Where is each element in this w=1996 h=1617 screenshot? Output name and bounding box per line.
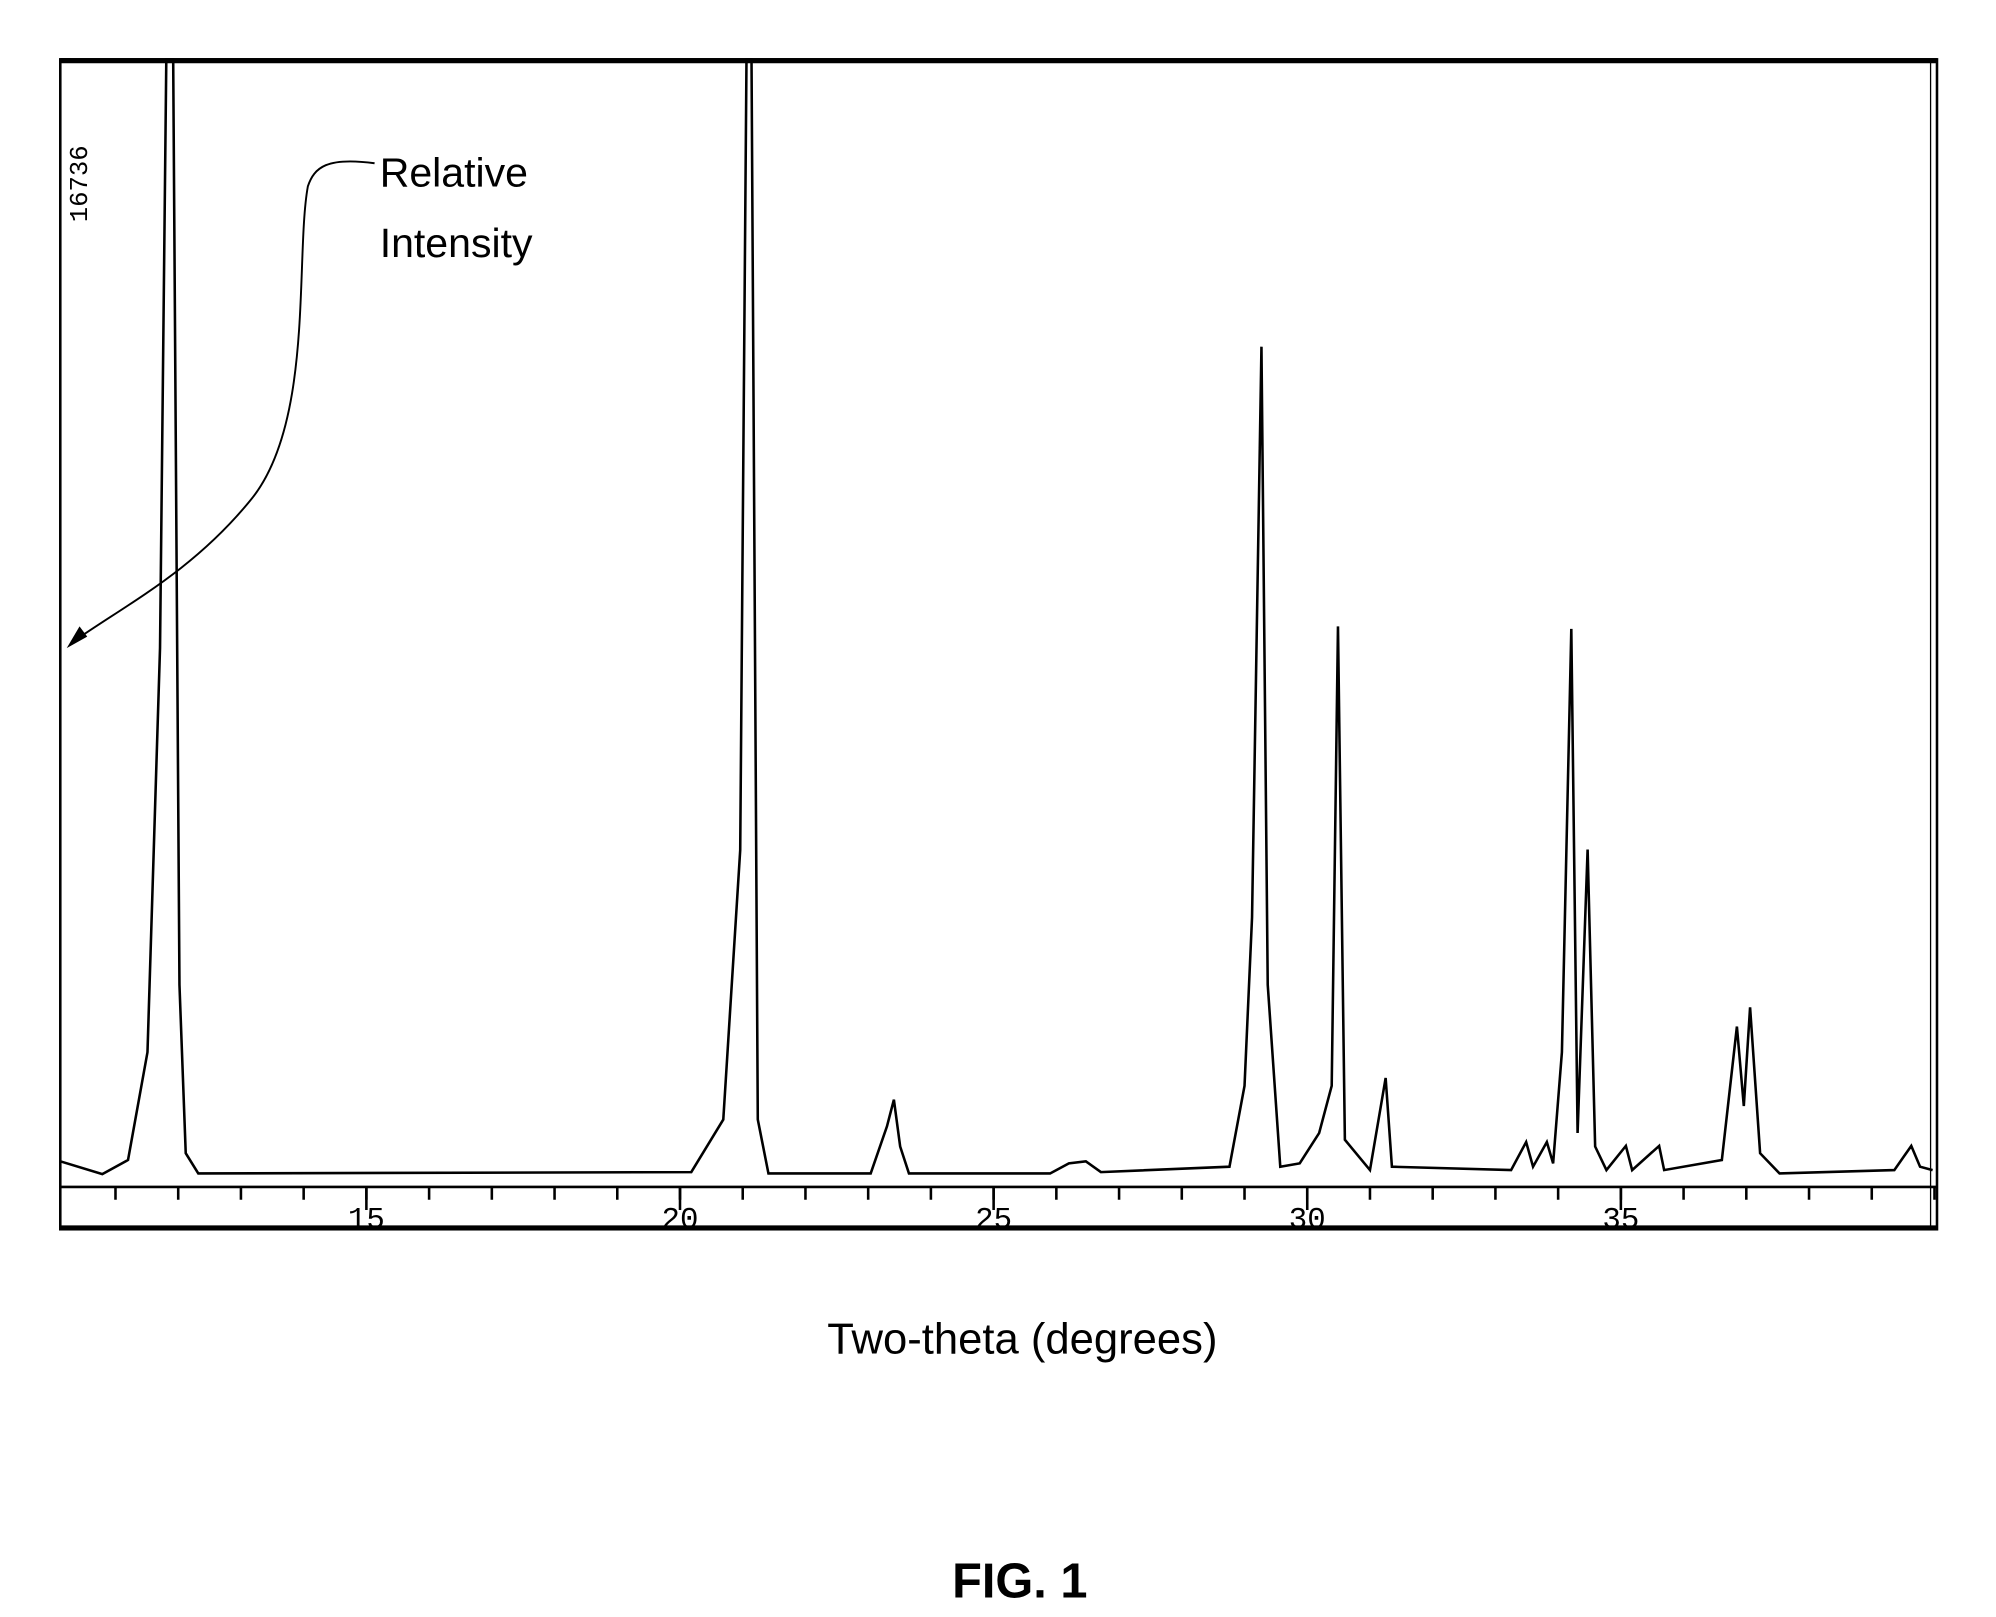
x-tick-label: 15 bbox=[348, 1203, 385, 1238]
annotation-arrow bbox=[73, 161, 374, 641]
plot-frame bbox=[60, 59, 1937, 1229]
data-line bbox=[60, 59, 1932, 1174]
arrow-head bbox=[67, 626, 88, 648]
x-tick-label: 30 bbox=[1289, 1203, 1326, 1238]
page: Relative Intensity Two-theta (degrees) F… bbox=[0, 0, 1996, 1617]
caption: FIG. 1 bbox=[952, 1554, 1087, 1608]
annotation: Relative bbox=[380, 149, 528, 195]
annotation: Intensity bbox=[380, 220, 533, 266]
y-tick-label: 16736 bbox=[66, 145, 95, 222]
x-tick-label: 35 bbox=[1602, 1203, 1639, 1238]
chart: Relative Intensity Two-theta (degrees) F… bbox=[0, 0, 1996, 1617]
x-axis-label: Two-theta (degrees) bbox=[827, 1316, 1217, 1364]
x-tick-label: 20 bbox=[662, 1203, 699, 1238]
x-tick-label: 25 bbox=[975, 1203, 1012, 1238]
